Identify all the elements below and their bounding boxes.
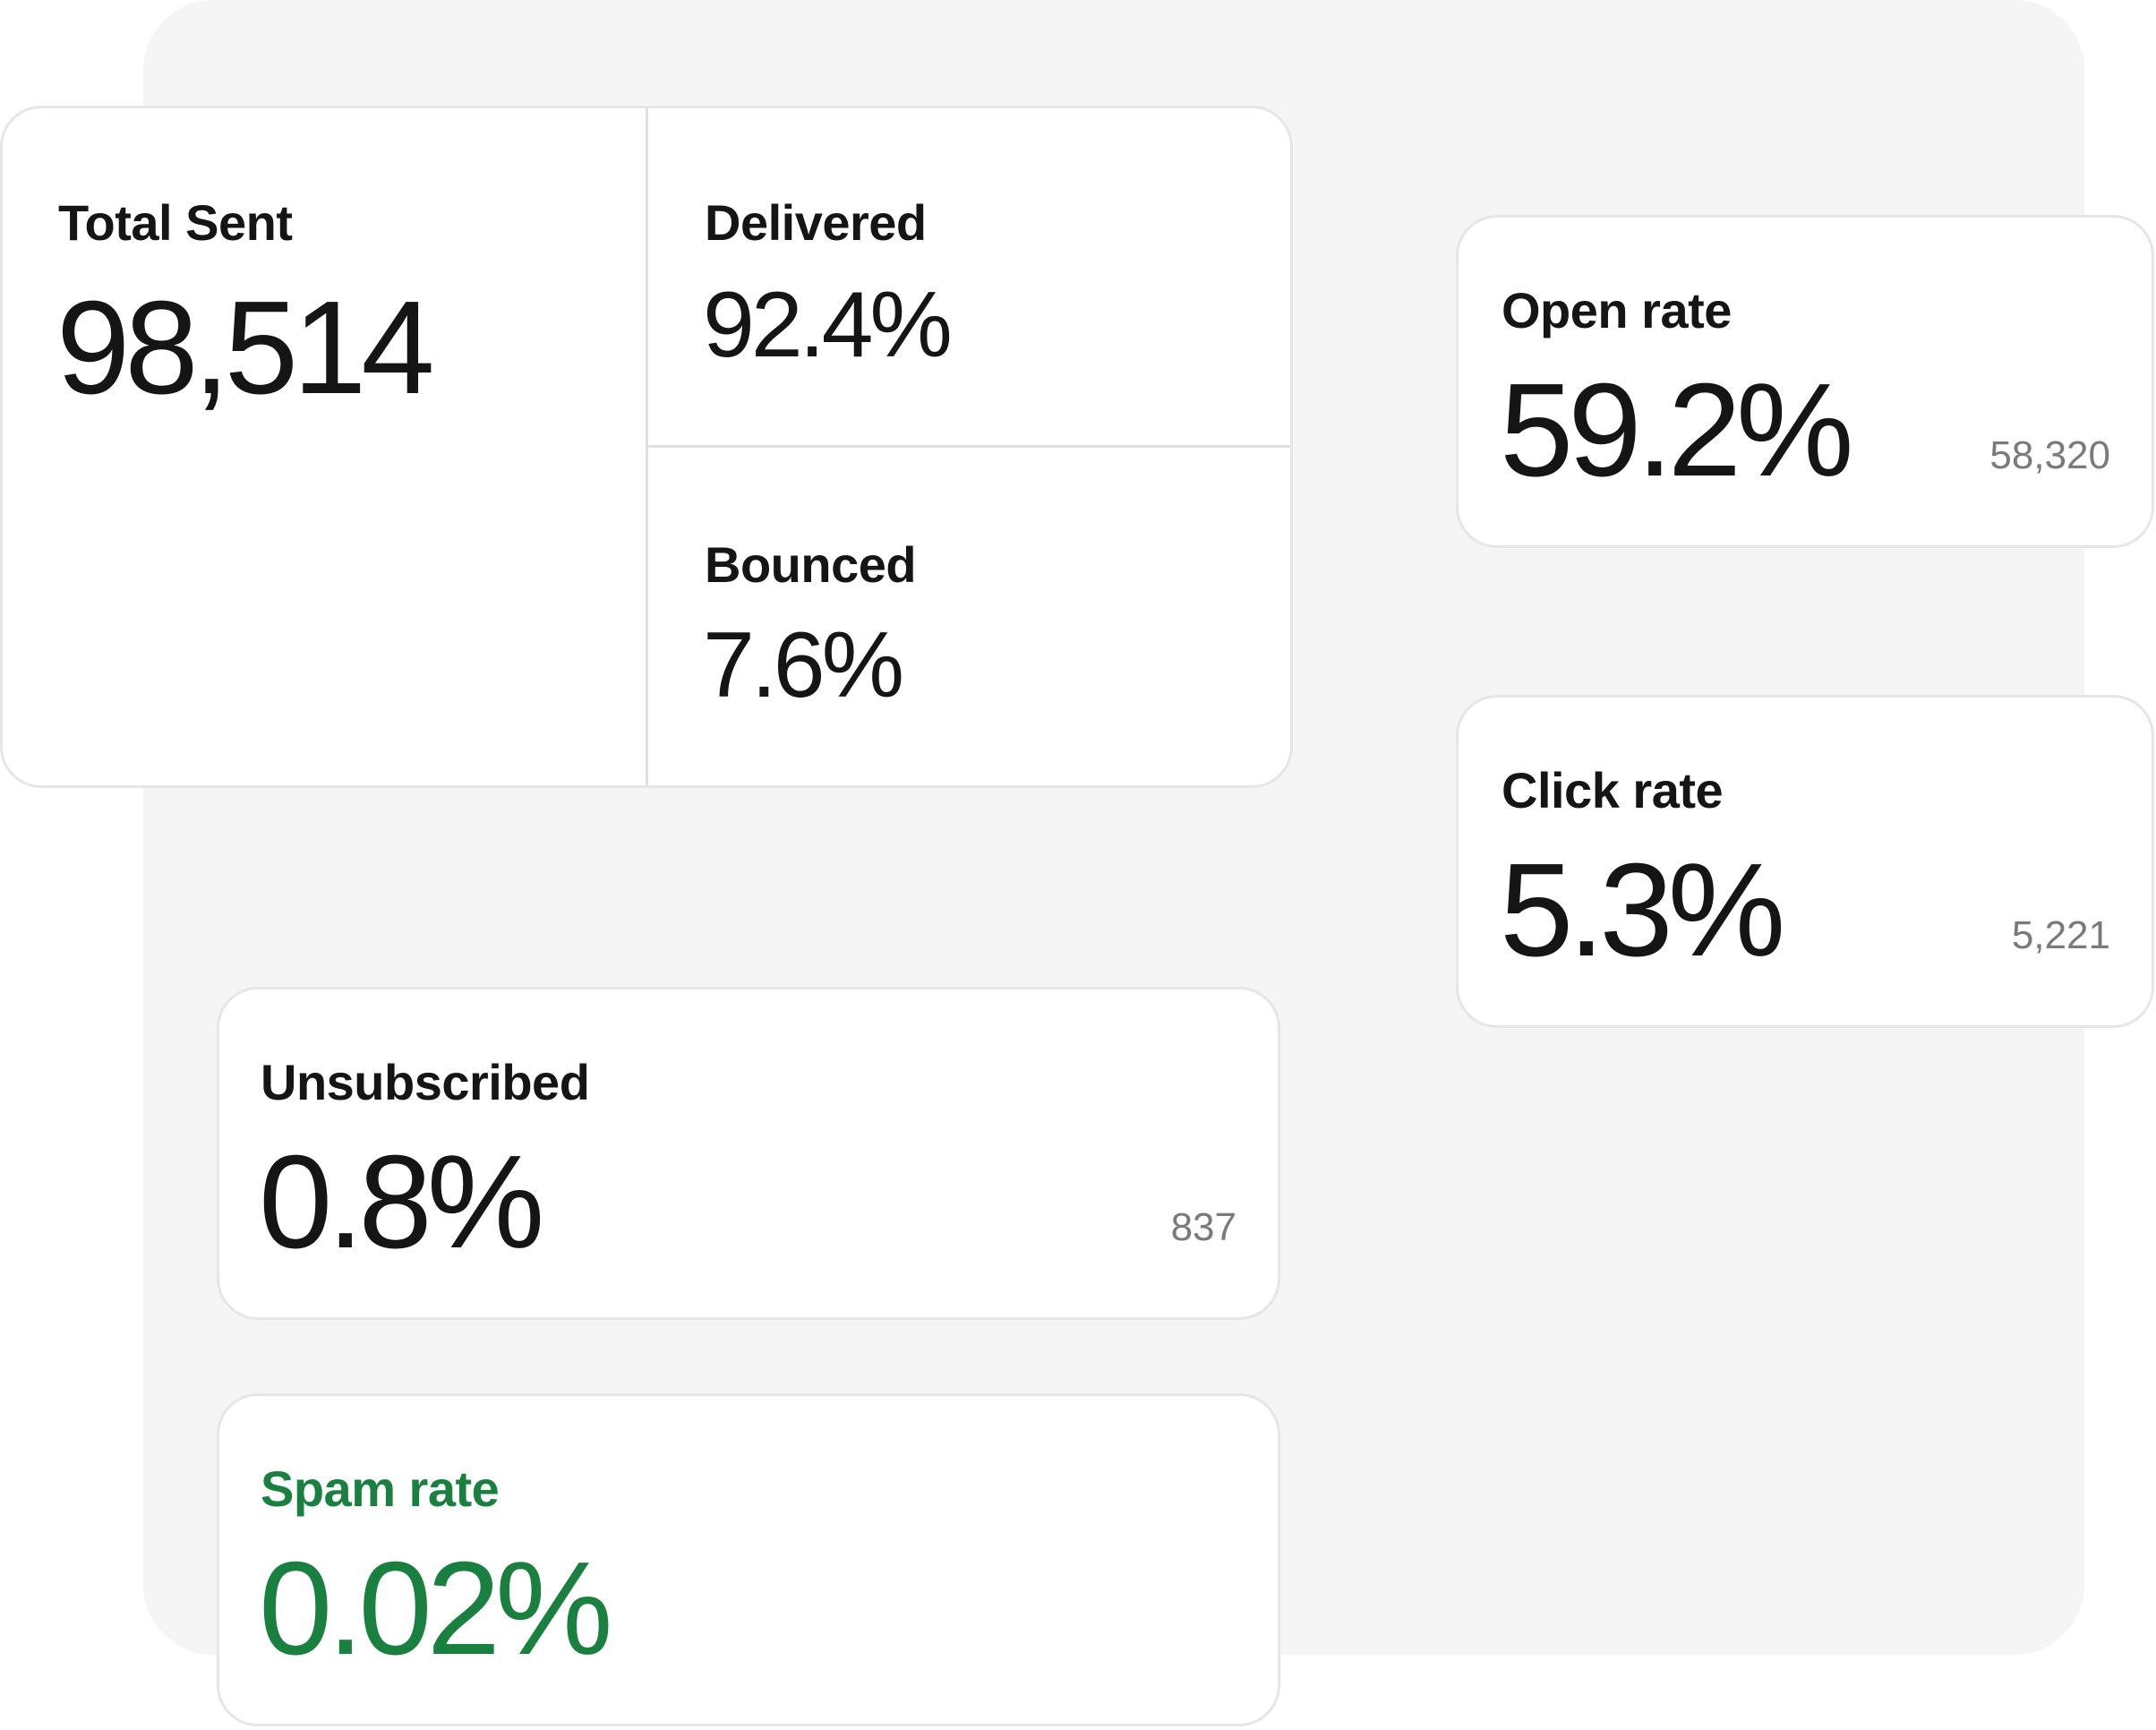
unsubscribed-label: Unsubscribed (261, 1054, 590, 1110)
click-rate-value: 5.3% (1500, 836, 1785, 984)
bounced-label: Bounced (705, 536, 917, 593)
spam-rate-label: Spam rate (261, 1460, 500, 1517)
click-rate-count: 5,221 (2011, 913, 2110, 957)
total-sent-value: 98,514 (56, 274, 435, 422)
spam-rate-card: Spam rate 0.02% (217, 1393, 1280, 1726)
open-rate-count: 58,320 (1989, 433, 2110, 477)
unsubscribed-card: Unsubscribed 0.8% 837 (217, 987, 1280, 1320)
summary-card: Total Sent 98,514 Delivered 92.4% Bounce… (0, 106, 1293, 788)
delivered-value: 92.4% (703, 273, 953, 377)
delivered-label: Delivered (705, 194, 927, 251)
unsubscribed-value: 0.8% (259, 1128, 544, 1276)
click-rate-label: Click rate (1502, 762, 1724, 818)
open-rate-card: Open rate 59.2% 58,320 (1456, 215, 2154, 548)
summary-horizontal-divider (648, 445, 1290, 448)
unsubscribed-count: 837 (1170, 1205, 1236, 1249)
spam-rate-value: 0.02% (259, 1535, 613, 1683)
bounced-value: 7.6% (703, 613, 904, 717)
total-sent-label: Total Sent (58, 194, 293, 251)
summary-vertical-divider (646, 108, 648, 785)
click-rate-card: Click rate 5.3% 5,221 (1456, 695, 2154, 1028)
open-rate-label: Open rate (1502, 282, 1732, 338)
open-rate-value: 59.2% (1500, 356, 1854, 504)
